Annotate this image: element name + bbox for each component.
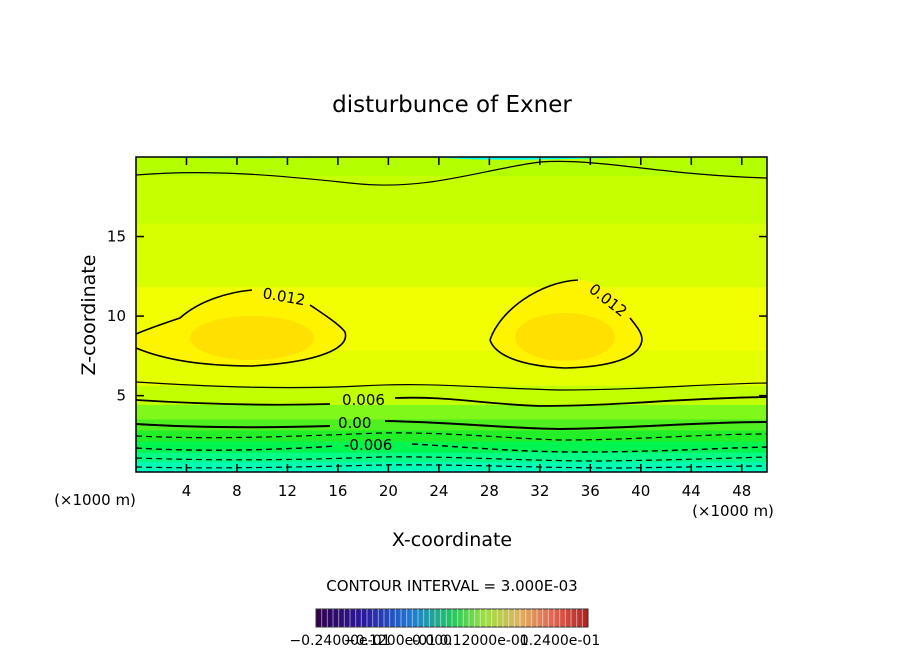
x-tick-label-8: 8	[232, 482, 242, 500]
contour-label-000: 0.00	[338, 414, 371, 432]
x-tick-label-4: 4	[182, 482, 192, 500]
contour-fill-015-right	[515, 313, 615, 361]
contour-line-top	[136, 160, 767, 186]
contour-band-6	[136, 401, 767, 420]
contour-line-m006	[136, 443, 767, 453]
x-axis-label: X-coordinate	[392, 529, 512, 551]
contour-line-003	[136, 381, 767, 391]
max-region-left	[136, 290, 346, 367]
contour-interval-text: CONTOUR INTERVAL = 3.000E-03	[326, 577, 577, 595]
x-tick-label-36: 36	[581, 482, 600, 500]
contour-band-12	[136, 157, 767, 176]
contour-band-10	[136, 219, 767, 288]
chart-title: disturbunce of Exner	[332, 92, 572, 118]
colorbar-labels: −0.24000e-01−0.1200e-010.0000.12000e-010…	[289, 633, 600, 649]
colorbar-label-0: −0.24000e-01	[289, 633, 390, 649]
x-tick-label-12: 12	[278, 482, 297, 500]
x-tick-label-16: 16	[328, 482, 347, 500]
x-tick-label-24: 24	[429, 482, 448, 500]
x-tick-label-44: 44	[682, 482, 701, 500]
plot-frame	[135, 156, 768, 473]
y-tick-label-15: 15	[107, 228, 126, 246]
plot-area: 0.012 0.012 0.006 0.00 -0.006	[136, 157, 767, 472]
contour-line-006	[136, 396, 767, 407]
x-tick-label-48: 48	[732, 482, 751, 500]
colorbar-label-3: 0.12000e-01	[439, 633, 528, 649]
colorbar: −0.24000e-01−0.1200e-010.0000.12000e-010…	[289, 608, 600, 649]
x-unit-left: (×1000 m)	[54, 491, 136, 509]
contour-fill-015-left	[190, 316, 314, 360]
colorbar-label-1: −0.1200e-01	[344, 633, 436, 649]
x-tick-label-28: 28	[480, 482, 499, 500]
filled-contours	[136, 157, 767, 472]
contour-line-m009	[136, 456, 767, 462]
x-unit-right: (×1000 m)	[692, 502, 774, 520]
contour-line-m003	[136, 432, 767, 441]
y-axis-label: Z-coordinate	[78, 255, 100, 376]
x-tick-label-40: 40	[631, 482, 650, 500]
contour-label-m006: -0.006	[344, 436, 392, 454]
x-tick-label-32: 32	[530, 482, 549, 500]
contour-band-11	[136, 172, 767, 224]
contour-label-006: 0.006	[342, 391, 385, 409]
contour-line-m012	[136, 464, 767, 469]
contour-line-012-right	[489, 279, 643, 369]
contour-line-000	[136, 420, 767, 431]
y-tick-label-10: 10	[107, 307, 126, 325]
y-tick-label-5: 5	[116, 387, 126, 405]
x-tick-label-20: 20	[379, 482, 398, 500]
contour-band-3	[136, 437, 767, 453]
colorbar-label-2: 0.000	[412, 633, 452, 649]
max-region-right	[490, 280, 642, 368]
contour-line-012-left	[136, 289, 347, 367]
contour-lines	[136, 160, 767, 469]
colorbar-label-4: 0.2400e-01	[520, 633, 600, 649]
